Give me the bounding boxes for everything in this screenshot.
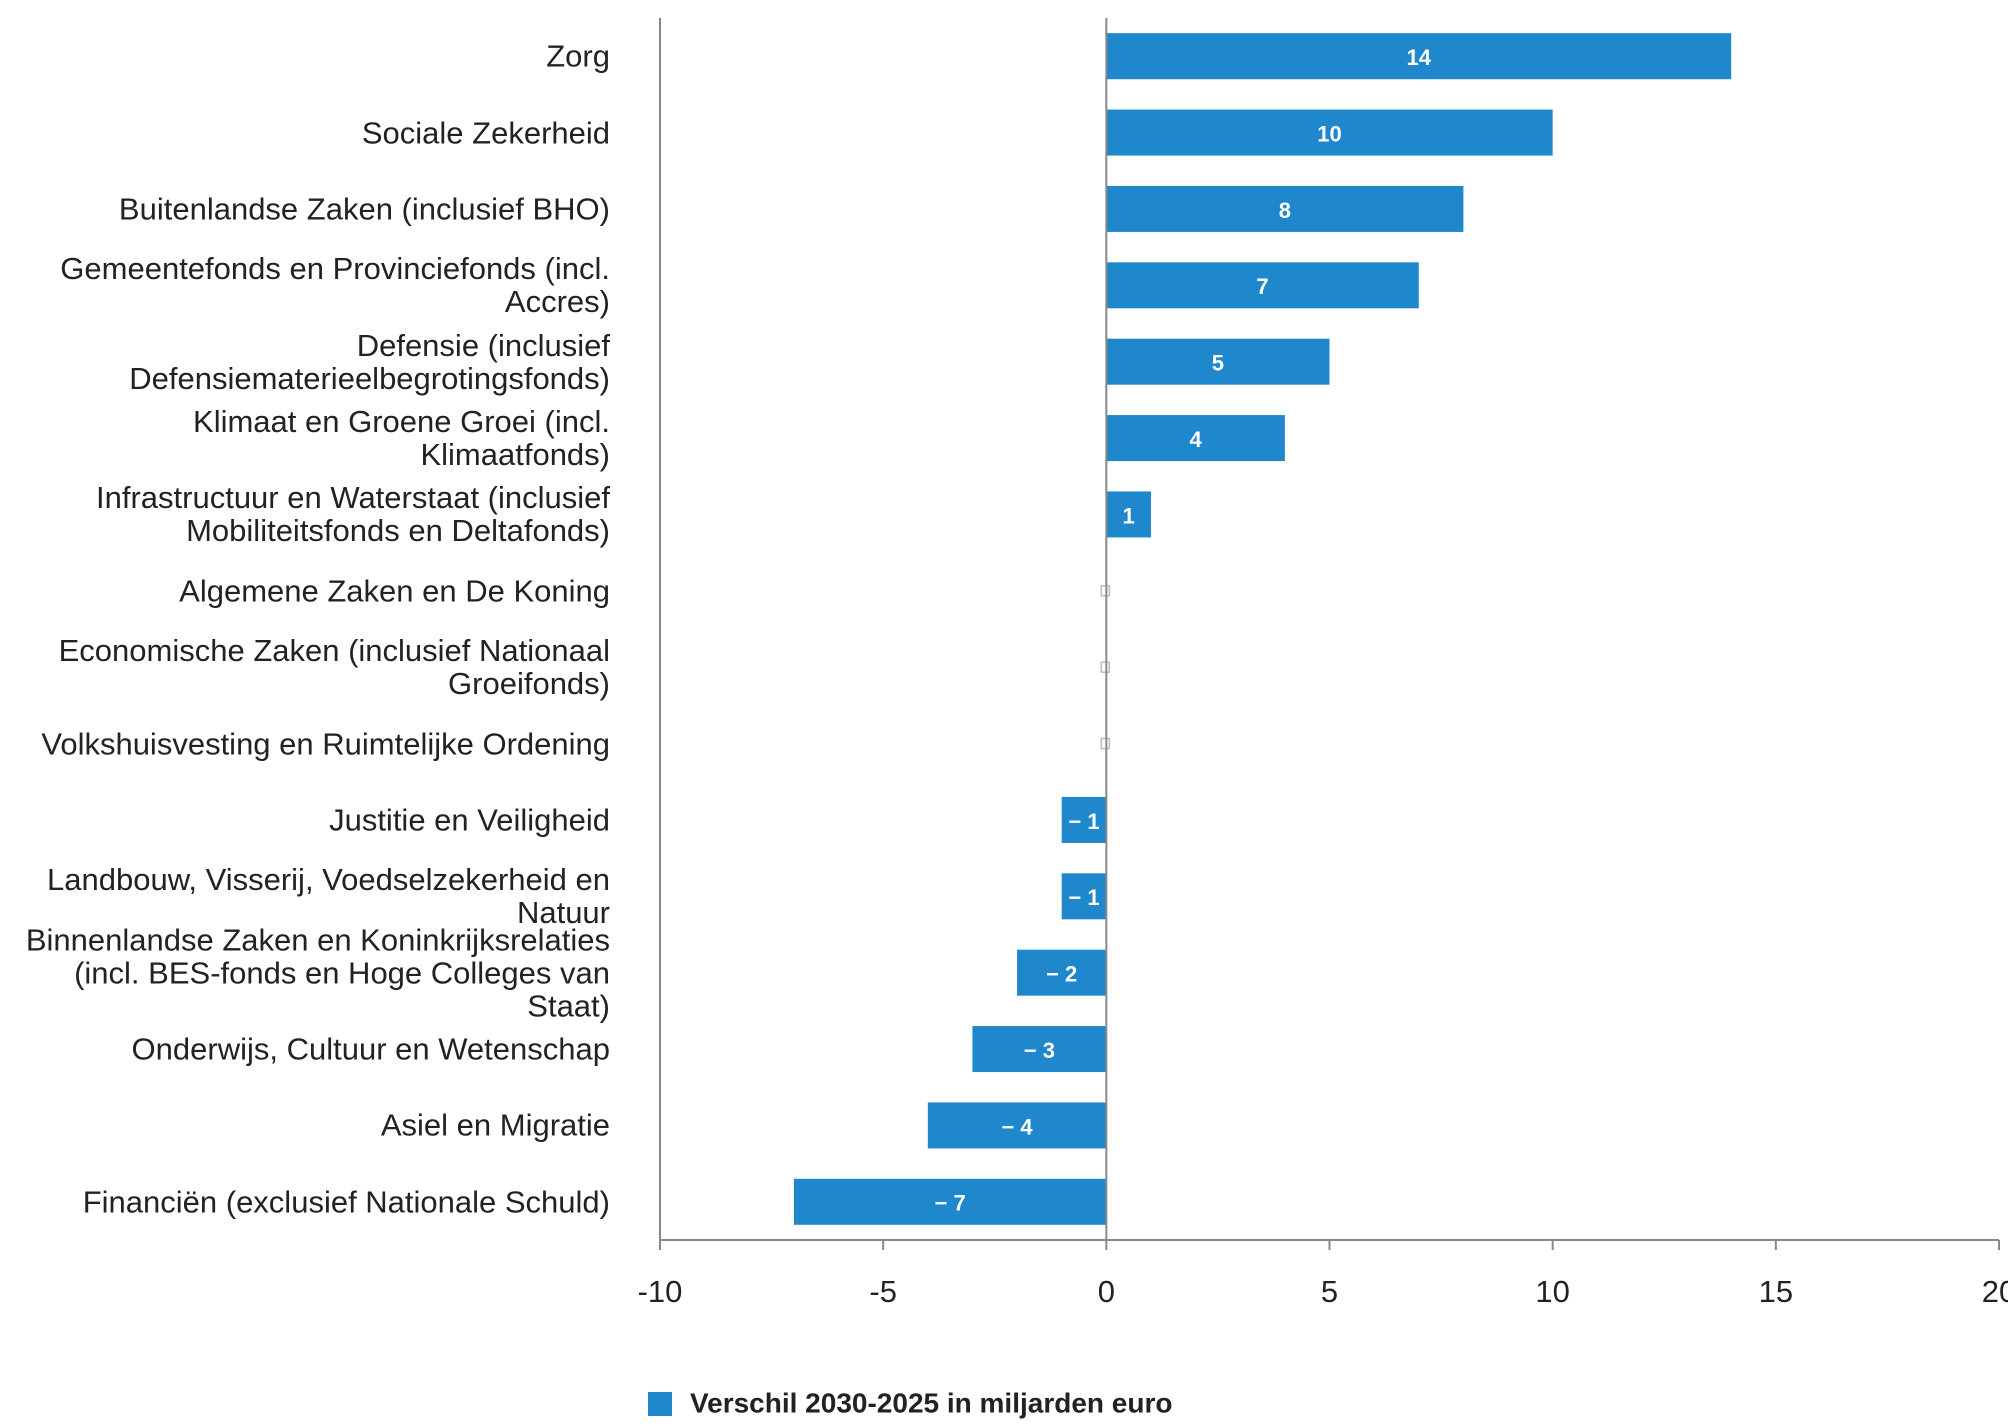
data-label: 1 — [1123, 503, 1135, 528]
y-tick-label: Algemene Zaken en De Koning — [179, 573, 610, 609]
y-tick-label: Volkshuisvesting en Ruimtelijke Ordening — [41, 726, 610, 762]
data-label: − 1 — [1068, 809, 1099, 834]
data-label: − 2 — [1046, 962, 1077, 987]
data-label: 10 — [1317, 121, 1341, 146]
bar — [1106, 415, 1285, 462]
bar — [927, 1102, 1107, 1149]
bar — [1106, 109, 1553, 156]
bar — [1106, 262, 1419, 309]
x-tick-label: -10 — [638, 1274, 683, 1309]
x-tick-label: 10 — [1535, 1274, 1569, 1309]
y-tick-label: Financiën (exclusief Nationale Schuld) — [82, 1184, 610, 1220]
bar — [1061, 796, 1107, 843]
y-tick-label: Onderwijs, Cultuur en Wetenschap — [131, 1031, 610, 1067]
y-tick-label: Binnenlandse Zaken en Koninkrijksrelatie… — [25, 922, 610, 1024]
data-label: − 7 — [935, 1191, 966, 1216]
legend-label: Verschil 2030-2025 in miljarden euro — [690, 1387, 1172, 1418]
bar — [972, 1026, 1107, 1073]
y-tick-label: Buitenlandse Zaken (inclusief BHO) — [118, 191, 610, 227]
y-tick-label: Defensie (inclusief Defensiematerieelbeg… — [129, 327, 610, 396]
x-tick-label: 5 — [1321, 1274, 1338, 1309]
y-tick-label: Economische Zaken (inclusief Nationaal G… — [58, 633, 610, 702]
bar — [793, 1178, 1107, 1225]
x-tick-label: -5 — [869, 1274, 897, 1309]
data-label: 14 — [1407, 45, 1432, 70]
y-tick-label: Asiel en Migratie — [380, 1107, 610, 1143]
data-label: 4 — [1189, 427, 1202, 452]
x-tick-label: 20 — [1982, 1274, 2008, 1309]
bar — [1106, 33, 1732, 80]
y-tick-label: Landbouw, Visserij, Voedselzekerheid en … — [47, 862, 610, 931]
data-label: − 4 — [1001, 1114, 1033, 1139]
y-tick-label: Gemeentefonds en Provinciefonds (incl. A… — [60, 251, 610, 320]
y-tick-label: Zorg — [546, 38, 610, 74]
y-tick-label: Sociale Zekerheid — [361, 115, 610, 151]
bar — [1061, 873, 1107, 920]
bar — [1106, 185, 1464, 232]
y-tick-label: Klimaat en Groene Groei (incl. Klimaatfo… — [193, 404, 610, 473]
bar — [1017, 949, 1107, 996]
data-label: 7 — [1256, 274, 1268, 299]
y-tick-label: Infrastructuur en Waterstaat (inclusief … — [96, 480, 610, 549]
y-tick-label: Justitie en Veiligheid — [329, 802, 610, 838]
data-label: − 3 — [1024, 1038, 1055, 1063]
bar — [1106, 491, 1151, 538]
data-label: 8 — [1279, 198, 1291, 223]
data-label: 5 — [1212, 351, 1224, 376]
x-tick-label: 15 — [1759, 1274, 1793, 1309]
legend-swatch — [648, 1392, 672, 1416]
x-tick-label: 0 — [1098, 1274, 1115, 1309]
bar — [1106, 338, 1330, 385]
data-label: − 1 — [1068, 885, 1099, 910]
